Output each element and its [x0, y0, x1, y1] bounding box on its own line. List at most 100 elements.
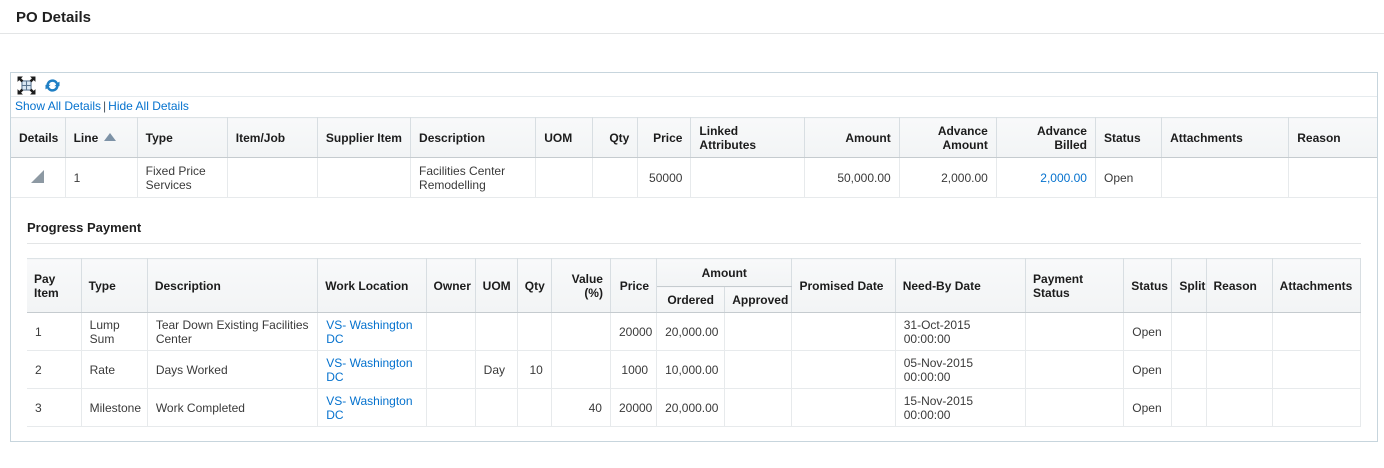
details-links-bar: Show All Details | Hide All Details	[11, 97, 1377, 117]
col-header-line[interactable]: Line	[65, 117, 138, 158]
pp-split-cell	[1171, 312, 1207, 351]
pp-approved-cell	[724, 312, 793, 351]
col-header-amount[interactable]: Amount	[804, 117, 900, 158]
page-header: PO Details	[0, 0, 1384, 34]
col-header-description[interactable]: Description	[410, 117, 537, 158]
pp-col-type[interactable]: Type	[81, 258, 148, 313]
table-toolbar	[11, 73, 1377, 97]
uom-cell	[535, 157, 594, 198]
details-cell	[11, 157, 66, 198]
col-header-advance-billed[interactable]: Advance Billed	[996, 117, 1096, 158]
pp-status-cell: Open	[1123, 312, 1173, 351]
pp-col-promised-date[interactable]: Promised Date	[791, 258, 896, 313]
price-cell: 50000	[637, 157, 692, 198]
type-cell: Fixed Price Services	[137, 157, 228, 198]
po-line-row: 1 Fixed Price Services Facilities Center…	[11, 157, 1377, 198]
pp-col-payment-status[interactable]: Payment Status	[1025, 258, 1125, 313]
pp-uom-cell: Day	[475, 350, 518, 389]
pp-col-qty[interactable]: Qty	[517, 258, 552, 313]
pp-need-by-date-cell: 31-Oct-2015 00:00:00	[895, 312, 1027, 351]
refresh-icon[interactable]	[44, 77, 61, 94]
pp-col-split[interactable]: Split	[1171, 258, 1207, 313]
pp-header-row-group: Pay Item Type Description Work Location …	[27, 258, 1362, 313]
col-header-attachments[interactable]: Attachments	[1161, 117, 1290, 158]
progress-payment-table: Pay Item Type Description Work Location …	[27, 258, 1362, 427]
collapse-details-icon[interactable]	[31, 169, 45, 183]
advance-billed-link[interactable]: 2,000.00	[1040, 170, 1087, 185]
pp-approved-cell	[724, 350, 793, 389]
pp-col-attachments[interactable]: Attachments	[1272, 258, 1362, 313]
line-detail-region: Progress Payment Pay Item Type Descripti…	[11, 198, 1377, 441]
amount-cell: 50,000.00	[804, 157, 900, 198]
col-header-reason[interactable]: Reason	[1288, 117, 1377, 158]
pp-value-pct-cell: 40	[551, 388, 611, 427]
linked-attributes-cell	[690, 157, 805, 198]
work-location-link[interactable]: VS- Washington DC	[326, 393, 413, 422]
pp-attachments-cell	[1272, 350, 1362, 389]
work-location-link[interactable]: VS- Washington DC	[326, 355, 413, 384]
col-header-advance-amount[interactable]: Advance Amount	[899, 117, 997, 158]
pp-col-amount-ordered[interactable]: Ordered	[656, 286, 726, 313]
pp-work-location-cell: VS- Washington DC	[317, 312, 427, 351]
pp-pay-item-cell: 2	[27, 350, 82, 389]
pp-work-location-cell: VS- Washington DC	[317, 388, 427, 427]
pp-col-price[interactable]: Price	[610, 258, 658, 313]
pp-promised-date-cell	[791, 312, 896, 351]
pp-row-3: 3 Milestone Work Completed VS- Washingto…	[27, 388, 1362, 427]
hide-all-details-link[interactable]: Hide All Details	[108, 99, 189, 113]
pp-description-cell: Days Worked	[147, 350, 319, 389]
pp-pay-item-cell: 1	[27, 312, 82, 351]
pp-price-cell: 20000	[610, 312, 658, 351]
pp-col-status[interactable]: Status	[1123, 258, 1173, 313]
pp-col-need-by-date[interactable]: Need-By Date	[895, 258, 1027, 313]
progress-payment-title: Progress Payment	[27, 220, 142, 235]
col-header-price[interactable]: Price	[637, 117, 692, 158]
pp-col-description[interactable]: Description	[147, 258, 319, 313]
pp-type-cell: Rate	[81, 350, 148, 389]
work-location-link[interactable]: VS- Washington DC	[326, 317, 413, 346]
pp-uom-cell	[475, 312, 518, 351]
pp-price-cell: 20000	[610, 388, 658, 427]
pp-header-row-sub: Ordered Approved	[27, 286, 1361, 313]
pp-owner-cell	[426, 350, 476, 389]
col-header-item-job[interactable]: Item/Job	[227, 117, 318, 158]
pp-qty-cell	[517, 312, 552, 351]
pp-col-uom[interactable]: UOM	[475, 258, 518, 313]
line-cell: 1	[65, 157, 138, 198]
pp-qty-cell: 10	[517, 350, 552, 389]
col-header-details[interactable]: Details	[11, 117, 66, 158]
pp-value-pct-cell	[551, 350, 611, 389]
pp-reason-cell	[1206, 350, 1273, 389]
pp-col-reason[interactable]: Reason	[1206, 258, 1273, 313]
pp-col-pay-item[interactable]: Pay Item	[27, 258, 82, 313]
detach-icon[interactable]	[17, 76, 36, 95]
pp-col-amount-group[interactable]: Amount	[656, 258, 793, 287]
col-header-linked-attributes[interactable]: Linked Attributes	[690, 117, 805, 158]
col-header-supplier-item[interactable]: Supplier Item	[317, 117, 412, 158]
po-lines-table: Details Line Type Item/Job Supplier Item…	[11, 117, 1377, 198]
pp-ordered-cell: 10,000.00	[656, 350, 726, 389]
col-header-status[interactable]: Status	[1095, 117, 1163, 158]
attachments-cell	[1161, 157, 1290, 198]
status-cell: Open	[1095, 157, 1163, 198]
pp-col-work-location[interactable]: Work Location	[317, 258, 427, 313]
pp-work-location-cell: VS- Washington DC	[317, 350, 427, 389]
pp-status-cell: Open	[1123, 388, 1173, 427]
col-header-type[interactable]: Type	[137, 117, 228, 158]
pp-col-owner[interactable]: Owner	[426, 258, 476, 313]
pp-uom-cell	[475, 388, 518, 427]
pp-status-cell: Open	[1123, 350, 1173, 389]
col-header-qty[interactable]: Qty	[592, 117, 639, 158]
pp-payment-status-cell	[1025, 388, 1125, 427]
pp-ordered-cell: 20,000.00	[656, 388, 726, 427]
pp-col-value-pct[interactable]: Value (%)	[551, 258, 611, 313]
col-header-uom[interactable]: UOM	[535, 117, 594, 158]
show-all-details-link[interactable]: Show All Details	[15, 99, 102, 113]
pp-attachments-cell	[1272, 388, 1362, 427]
pp-description-cell: Work Completed	[147, 388, 319, 427]
pp-col-amount-approved[interactable]: Approved	[724, 286, 793, 313]
pp-promised-date-cell	[791, 388, 896, 427]
po-table-header-row: Details Line Type Item/Job Supplier Item…	[11, 117, 1377, 158]
link-separator: |	[103, 99, 107, 113]
qty-cell	[592, 157, 639, 198]
